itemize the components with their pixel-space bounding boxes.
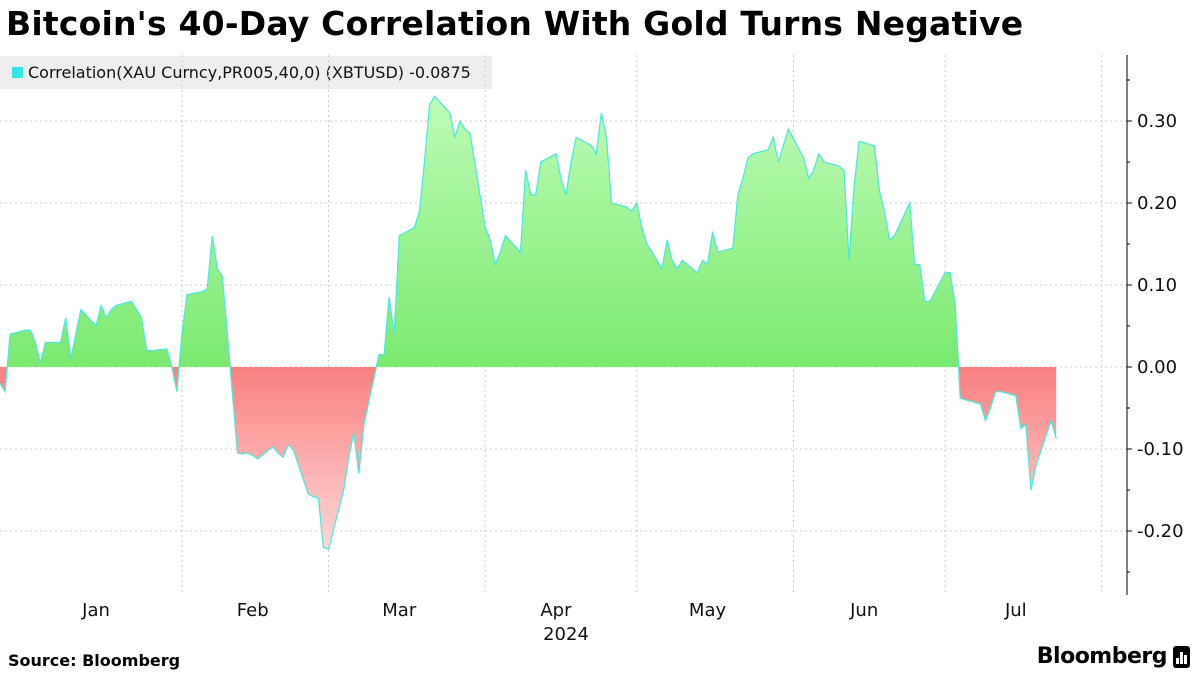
y-tick-label: 0.20 — [1137, 193, 1177, 214]
positive-area — [0, 96, 1057, 367]
bloomberg-terminal-icon — [1173, 645, 1190, 668]
x-tick-label: Mar — [382, 600, 417, 621]
negative-area — [0, 367, 1057, 549]
x-tick-label: Jul — [1004, 600, 1027, 621]
correlation-chart: 0.30 0.20 0.10 0.00 -0.10 -0.20 Jan Feb Mar Apr Ma… — [0, 55, 1184, 640]
x-tick-label: Feb — [237, 600, 269, 621]
legend: Correlation(XAU Curncy,PR005,40,0) (XBTU… — [0, 56, 492, 89]
x-axis-year-label: 2024 — [543, 624, 589, 640]
y-tick-label: 0.10 — [1137, 275, 1177, 296]
x-tick-label: Apr — [540, 600, 572, 621]
legend-swatch — [12, 67, 23, 78]
y-tick-label: 0.00 — [1137, 357, 1177, 378]
y-tick-label: -0.20 — [1137, 521, 1184, 542]
brand-name: Bloomberg — [1036, 644, 1168, 669]
x-tick-label: May — [689, 600, 727, 621]
x-tick-label: Jan — [81, 600, 110, 621]
brand-logo: Bloomberg — [1037, 644, 1190, 669]
chart-title: Bitcoin's 40-Day Correlation With Gold T… — [6, 4, 1024, 43]
y-tick-label: 0.30 — [1137, 111, 1177, 132]
source-note: Source: Bloomberg — [8, 651, 181, 670]
legend-label: Correlation(XAU Curncy,PR005,40,0) (XBTU… — [28, 63, 471, 82]
y-tick-label: -0.10 — [1137, 439, 1184, 460]
x-tick-label: Jun — [849, 600, 878, 621]
series-line — [0, 95, 1057, 550]
